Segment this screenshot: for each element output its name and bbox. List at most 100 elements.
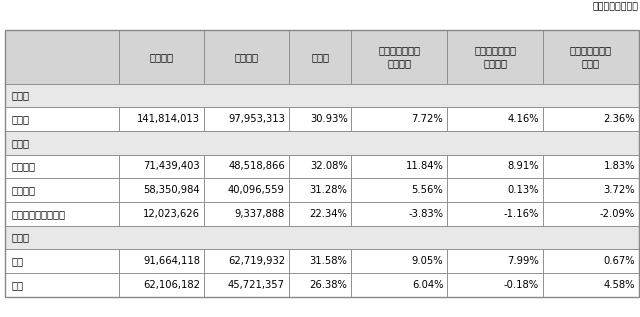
Bar <box>447 107 543 131</box>
Text: 62,106,182: 62,106,182 <box>143 280 200 290</box>
Text: 40,096,559: 40,096,559 <box>228 185 285 195</box>
Bar <box>204 107 289 131</box>
Bar <box>289 273 351 296</box>
Text: 8.91%: 8.91% <box>508 161 539 171</box>
Text: 4.16%: 4.16% <box>508 114 539 124</box>
Text: 9.05%: 9.05% <box>412 256 444 266</box>
Bar <box>289 202 351 226</box>
Bar <box>119 249 204 273</box>
Bar <box>119 273 204 296</box>
Text: 11.84%: 11.84% <box>406 161 444 171</box>
Text: 5.56%: 5.56% <box>412 185 444 195</box>
Text: 45,721,357: 45,721,357 <box>228 280 285 290</box>
Text: -1.16%: -1.16% <box>504 209 539 219</box>
Bar <box>543 30 639 84</box>
Text: 30.93%: 30.93% <box>310 114 348 124</box>
Text: 31.28%: 31.28% <box>310 185 348 195</box>
Bar <box>447 178 543 202</box>
Bar <box>543 155 639 178</box>
Text: 31.58%: 31.58% <box>310 256 348 266</box>
Bar <box>543 202 639 226</box>
Text: 单位：人民币千元: 单位：人民币千元 <box>593 2 639 11</box>
Text: 分行业: 分行业 <box>12 90 29 100</box>
Bar <box>351 202 447 226</box>
Bar <box>351 273 447 296</box>
Text: 制造业: 制造业 <box>12 114 29 124</box>
Bar <box>351 107 447 131</box>
Text: 3.72%: 3.72% <box>604 185 635 195</box>
Bar <box>204 30 289 84</box>
Bar <box>119 178 204 202</box>
Text: 毛利率比上年同
期增减: 毛利率比上年同 期增减 <box>570 46 612 68</box>
Bar <box>5 226 639 249</box>
Text: 4.58%: 4.58% <box>604 280 635 290</box>
Text: 91,664,118: 91,664,118 <box>143 256 200 266</box>
Bar <box>119 155 204 178</box>
Bar <box>204 155 289 178</box>
Text: 58,350,984: 58,350,984 <box>143 185 200 195</box>
Text: 2.36%: 2.36% <box>604 114 635 124</box>
Text: 机器人及自动化系统: 机器人及自动化系统 <box>12 209 65 219</box>
Text: 营业收入: 营业收入 <box>150 52 173 62</box>
Text: 国外: 国外 <box>12 280 24 290</box>
Bar <box>543 178 639 202</box>
Bar <box>351 249 447 273</box>
Text: 国内: 国内 <box>12 256 24 266</box>
Bar <box>5 249 119 273</box>
Bar <box>289 178 351 202</box>
Text: 毛利率: 毛利率 <box>311 52 329 62</box>
Bar <box>204 273 289 296</box>
Bar <box>5 131 639 155</box>
Text: 32.08%: 32.08% <box>310 161 348 171</box>
Bar <box>5 202 119 226</box>
Text: 分产品: 分产品 <box>12 138 29 148</box>
Bar <box>204 178 289 202</box>
Text: 48,518,866: 48,518,866 <box>228 161 285 171</box>
Text: 0.13%: 0.13% <box>508 185 539 195</box>
Bar <box>351 155 447 178</box>
Text: 62,719,932: 62,719,932 <box>228 256 285 266</box>
Bar <box>543 249 639 273</box>
Text: 营业成本比上年
同期增减: 营业成本比上年 同期增减 <box>474 46 516 68</box>
Bar <box>543 107 639 131</box>
Text: 12,023,626: 12,023,626 <box>143 209 200 219</box>
Bar <box>5 178 119 202</box>
Text: 22.34%: 22.34% <box>310 209 348 219</box>
Bar <box>289 107 351 131</box>
Bar <box>204 202 289 226</box>
Bar <box>543 273 639 296</box>
Bar <box>351 30 447 84</box>
Text: 9,337,888: 9,337,888 <box>235 209 285 219</box>
Text: 营业收入比上年
同期增减: 营业收入比上年 同期增减 <box>378 46 420 68</box>
Bar <box>5 273 119 296</box>
Text: 分地区: 分地区 <box>12 232 29 243</box>
Bar <box>289 249 351 273</box>
Text: 71,439,403: 71,439,403 <box>143 161 200 171</box>
Bar <box>289 155 351 178</box>
Bar <box>351 178 447 202</box>
Bar <box>204 249 289 273</box>
Text: 消费电器: 消费电器 <box>12 185 36 195</box>
Text: 暖通空调: 暖通空调 <box>12 161 36 171</box>
Bar <box>119 30 204 84</box>
Text: 营业成本: 营业成本 <box>234 52 259 62</box>
Text: -0.18%: -0.18% <box>504 280 539 290</box>
Text: 1.83%: 1.83% <box>604 161 635 171</box>
Text: -3.83%: -3.83% <box>408 209 444 219</box>
Text: 26.38%: 26.38% <box>310 280 348 290</box>
Bar <box>5 30 119 84</box>
Bar <box>447 273 543 296</box>
Text: 141,814,013: 141,814,013 <box>137 114 200 124</box>
Bar <box>447 202 543 226</box>
Text: -2.09%: -2.09% <box>600 209 635 219</box>
Text: 6.04%: 6.04% <box>412 280 444 290</box>
Text: 7.99%: 7.99% <box>508 256 539 266</box>
Bar <box>447 249 543 273</box>
Bar <box>5 84 639 107</box>
Text: 0.67%: 0.67% <box>604 256 635 266</box>
Bar <box>119 202 204 226</box>
Bar <box>5 107 119 131</box>
Bar <box>5 155 119 178</box>
Bar <box>289 30 351 84</box>
Text: 7.72%: 7.72% <box>412 114 444 124</box>
